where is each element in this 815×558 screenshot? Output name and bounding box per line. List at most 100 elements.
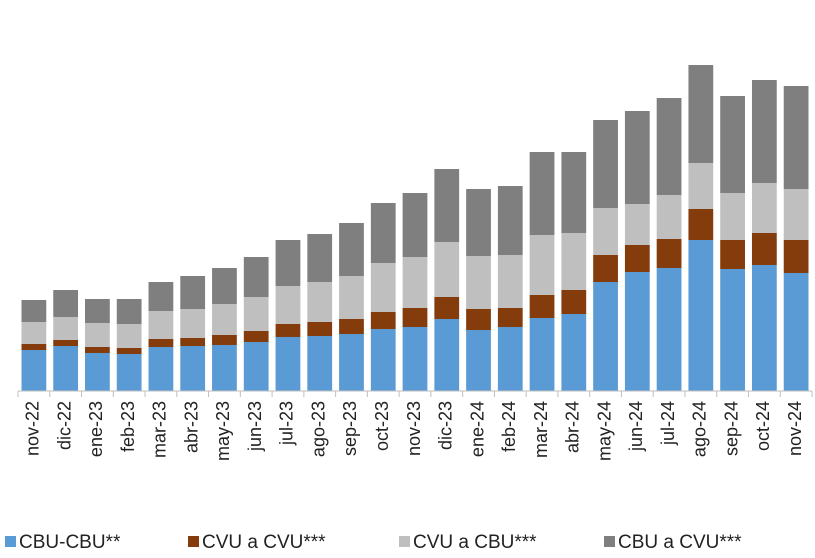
bar-segment (243, 331, 269, 342)
bar-segment (402, 193, 428, 257)
bar-segment (275, 240, 301, 286)
x-tick-label: nov-22 (23, 401, 43, 456)
bar-segment (624, 204, 650, 245)
legend-label: CBU a CVU*** (618, 532, 742, 553)
bar-segment (624, 272, 650, 391)
x-tick-label: ene-24 (467, 401, 487, 457)
bar-segment (656, 195, 682, 239)
bar-segment (212, 304, 237, 335)
x-tick-label: may-24 (594, 401, 614, 461)
bar-segment (275, 324, 301, 337)
bar-segment (212, 335, 237, 345)
bar-segment (720, 193, 745, 240)
bar-segment (402, 257, 428, 308)
x-tick-label: sep-24 (721, 401, 741, 456)
x-tick-label: dic-23 (436, 401, 456, 450)
bar-segment (529, 318, 555, 391)
bar-segment (434, 169, 460, 242)
x-tick-label: jul-23 (277, 401, 297, 446)
bar-segment (434, 242, 460, 297)
bar-segment (624, 111, 650, 204)
bar-segment (593, 208, 618, 255)
bar-segment (561, 290, 587, 314)
bar-segment (497, 308, 523, 327)
bar-segment (783, 273, 809, 391)
bar-segment (21, 322, 47, 344)
bar-segment (339, 223, 364, 276)
bar-segment (275, 337, 301, 391)
bar-segment (561, 314, 587, 391)
x-tick-label: ago-23 (308, 401, 328, 457)
bar-segment (148, 311, 174, 339)
bar-segment (85, 347, 110, 353)
bar-segment (370, 312, 396, 329)
bar-segment (720, 240, 745, 269)
bar-segment (466, 189, 491, 256)
x-tick-label: dic-22 (54, 401, 74, 450)
bar-segment (243, 342, 269, 391)
bar-segment (307, 234, 333, 282)
bar-segment (593, 120, 618, 208)
bar-segment (529, 295, 555, 318)
x-tick-label: feb-23 (118, 401, 138, 452)
bar-segment (85, 323, 110, 347)
bar-segment (656, 98, 682, 195)
bar-segment (180, 346, 206, 391)
bar-segment (85, 353, 110, 391)
bar-segment (656, 268, 682, 391)
bar-segment (529, 235, 555, 295)
bar-segment (53, 317, 79, 340)
bar-segment (180, 309, 206, 338)
bar-segment (148, 282, 174, 311)
bar-segment (116, 348, 142, 354)
bar-segment (243, 297, 269, 331)
bar-segment (561, 233, 587, 290)
bar-segment (783, 189, 809, 240)
bar-segment (624, 245, 650, 272)
bar-segment (21, 300, 47, 322)
x-tick-label: jun-24 (626, 401, 646, 452)
bar-segment (180, 276, 206, 309)
x-tick-label: nov-24 (785, 401, 805, 456)
legend-swatch (604, 536, 615, 547)
legend-swatch (399, 536, 410, 547)
legend-label: CVU a CBU*** (413, 532, 537, 553)
bar-segment (116, 354, 142, 391)
bar-segment (783, 240, 809, 273)
bar-segment (593, 282, 618, 391)
bar-segment (307, 322, 333, 336)
bar-segment (466, 309, 491, 330)
x-tick-label: oct-23 (372, 401, 392, 451)
legend-label: CBU-CBU** (19, 532, 121, 553)
bar-segment (307, 282, 333, 322)
bar-segment (53, 340, 79, 346)
bar-segment (116, 299, 142, 324)
bar-segment (688, 163, 714, 209)
bar-segment (53, 290, 79, 317)
bar-segment (21, 344, 47, 350)
x-tick-label: abr-23 (181, 401, 201, 453)
bar-segment (275, 286, 301, 324)
bar-segment (720, 96, 745, 193)
bar-segment (212, 268, 237, 304)
bar-segment (370, 329, 396, 391)
bar-segment (497, 255, 523, 308)
bar-segment (339, 319, 364, 334)
bar-segment (466, 256, 491, 309)
bar-segment (370, 263, 396, 312)
bar-segment (21, 350, 47, 391)
bar-segment (751, 80, 777, 183)
bar-segment (561, 152, 587, 233)
x-tick-label: may-23 (213, 401, 233, 461)
bar-segment (307, 336, 333, 391)
bar-segment (370, 203, 396, 263)
bar-segment (529, 152, 555, 235)
x-tick-label: nov-23 (404, 401, 424, 456)
bar-segment (402, 308, 428, 327)
x-tick-label: abr-24 (563, 401, 583, 453)
bar-segment (688, 209, 714, 240)
bar-segment (434, 319, 460, 391)
x-tick-label: jul-24 (658, 401, 678, 446)
x-tick-label: mar-23 (150, 401, 170, 458)
